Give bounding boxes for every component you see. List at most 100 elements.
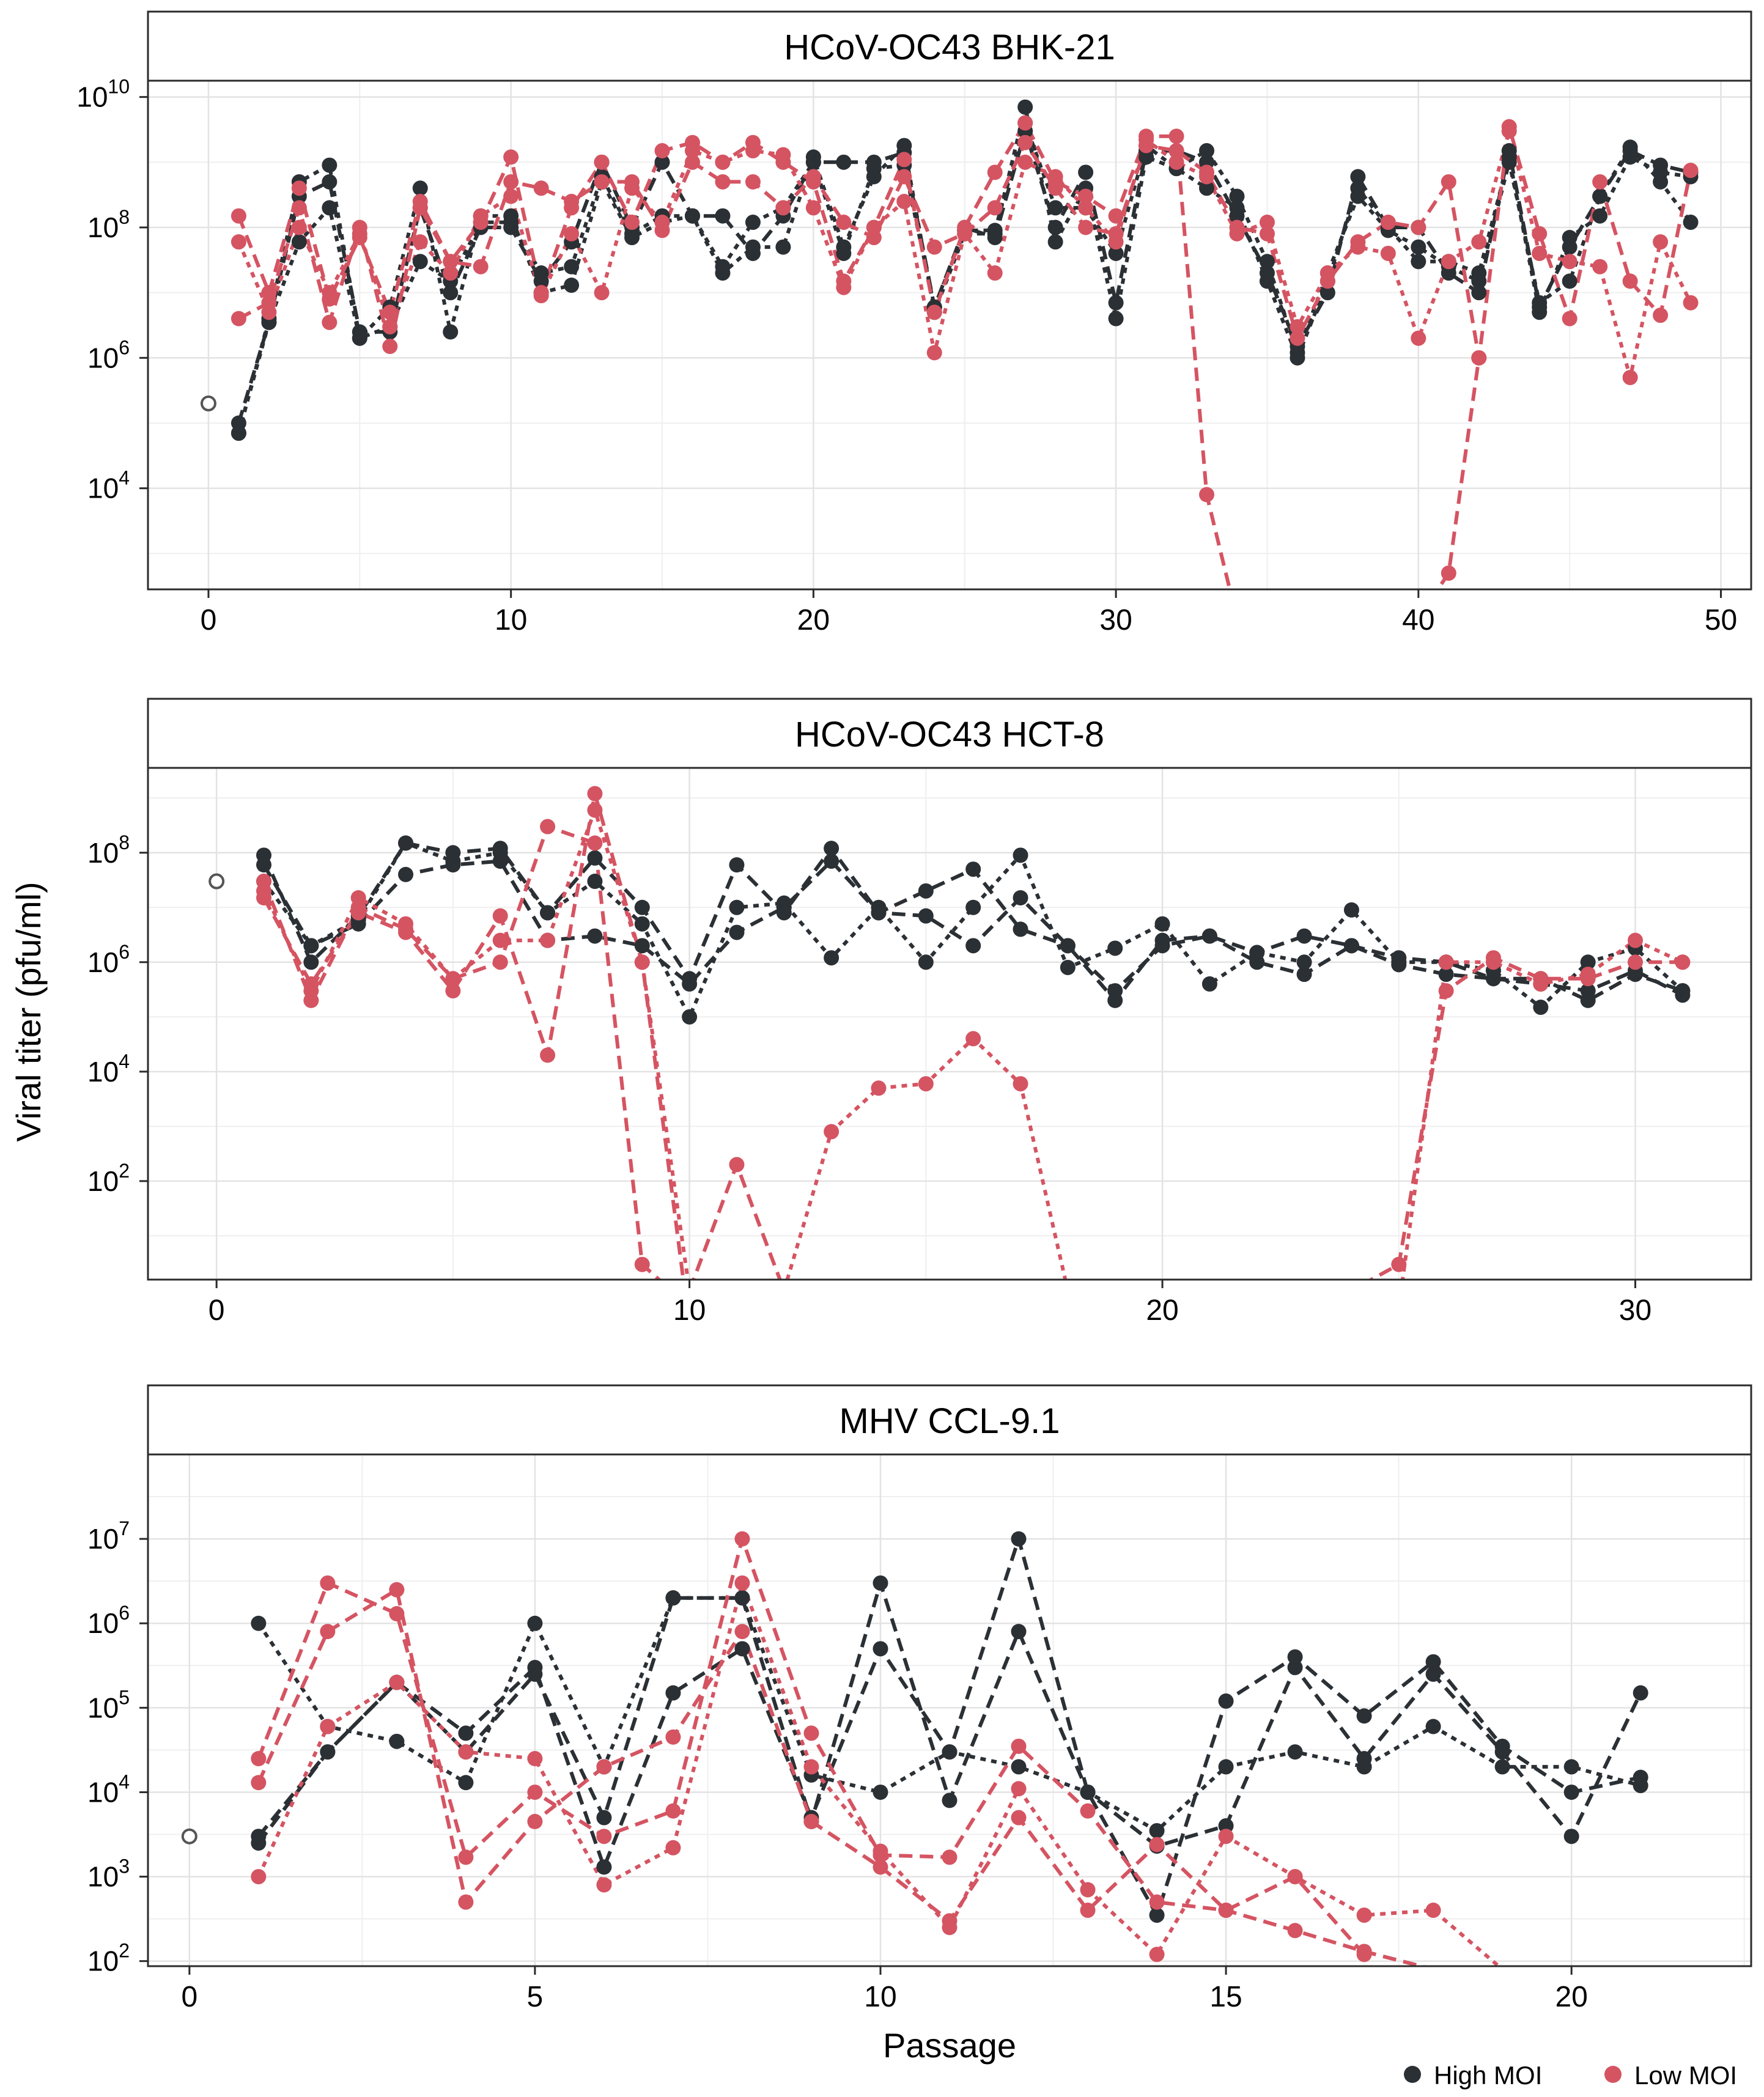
- data-point: [1494, 1744, 1510, 1760]
- data-point: [594, 154, 610, 170]
- data-point: [1149, 1837, 1165, 1852]
- data-point: [1471, 350, 1487, 366]
- legend-marker-low-moi: [1604, 2066, 1622, 2083]
- panel-strip: [147, 1384, 1752, 1456]
- data-point: [1078, 164, 1094, 180]
- data-point: [492, 908, 508, 924]
- data-point: [1287, 1923, 1303, 1939]
- data-point: [1501, 119, 1517, 135]
- data-point: [303, 954, 319, 970]
- data-point: [527, 1813, 543, 1829]
- data-point: [1168, 154, 1184, 170]
- data-point: [805, 200, 821, 216]
- data-point: [836, 154, 852, 170]
- data-point: [320, 1744, 336, 1760]
- data-point: [251, 1615, 267, 1631]
- data-point: [527, 1615, 543, 1631]
- data-point: [1047, 180, 1063, 196]
- data-point: [1411, 239, 1426, 255]
- data-point: [503, 215, 519, 230]
- data-point: [596, 1877, 612, 1893]
- data-point: [540, 905, 556, 921]
- data-point: [1563, 1784, 1579, 1800]
- data-point: [836, 215, 852, 230]
- data-point: [1011, 1738, 1027, 1754]
- data-point: [624, 226, 640, 241]
- data-point: [1078, 200, 1094, 216]
- data-point: [533, 288, 549, 304]
- data-point: [1628, 932, 1644, 948]
- data-point: [873, 1859, 888, 1875]
- data-point: [1356, 1947, 1372, 1962]
- data-point: [587, 874, 603, 890]
- data-point: [596, 1859, 612, 1875]
- data-point: [824, 841, 840, 857]
- data-point: [805, 154, 821, 170]
- data-point: [1441, 565, 1456, 581]
- data-point: [1356, 1708, 1372, 1724]
- data-point: [1532, 226, 1548, 241]
- data-point: [684, 143, 700, 159]
- data-point: [1080, 1903, 1096, 1918]
- data-point: [866, 161, 882, 177]
- data-point: [987, 164, 1003, 180]
- data-point: [587, 786, 603, 802]
- data-point: [492, 932, 508, 948]
- data-point: [873, 1575, 888, 1591]
- grid: [148, 81, 1751, 589]
- data-point: [503, 149, 519, 165]
- data-point: [1017, 99, 1033, 115]
- x-tick-label: 0: [201, 604, 217, 636]
- data-point: [1562, 230, 1578, 246]
- data-point: [987, 223, 1003, 238]
- data-point: [1343, 902, 1359, 918]
- data-point: [1108, 295, 1124, 311]
- data-point: [596, 1810, 612, 1826]
- data-point: [805, 169, 821, 185]
- data-point: [527, 1666, 543, 1682]
- data-point: [803, 1725, 819, 1741]
- data-point: [1356, 1751, 1372, 1767]
- y-tick-label: 106: [87, 336, 130, 374]
- data-point: [873, 1784, 888, 1800]
- data-point: [1356, 1907, 1372, 1923]
- data-point: [1683, 295, 1699, 311]
- data-point: [1562, 311, 1578, 326]
- data-point: [1622, 273, 1638, 289]
- data-point: [320, 1719, 336, 1734]
- data-point: [1138, 138, 1154, 153]
- data-point: [942, 1793, 958, 1808]
- panel-title: HCoV-OC43 BHK-21: [784, 28, 1115, 67]
- data-point: [918, 1076, 934, 1092]
- data-point: [594, 174, 610, 190]
- data-point: [1532, 245, 1548, 261]
- data-point: [987, 265, 1003, 281]
- data-point: [1350, 234, 1366, 250]
- data-point: [1108, 208, 1124, 224]
- data-point: [492, 954, 508, 970]
- data-point: [729, 924, 745, 940]
- data-point: [458, 1894, 474, 1910]
- panel-frame: [147, 767, 1752, 1281]
- data-point: [942, 1849, 958, 1865]
- data-point: [1296, 954, 1312, 970]
- x-tick-label: 40: [1402, 604, 1434, 636]
- data-point: [1011, 1624, 1027, 1640]
- data-point: [443, 254, 459, 270]
- data-point: [596, 1759, 612, 1775]
- legend-label-low-moi: Low MOI: [1634, 2061, 1737, 2090]
- data-point: [564, 259, 580, 275]
- data-point: [320, 1575, 336, 1591]
- data-point: [734, 1590, 750, 1606]
- data-point: [1249, 945, 1265, 960]
- y-tick-label: 104: [87, 467, 130, 504]
- y-tick-label: 106: [87, 1602, 130, 1639]
- data-point: [896, 194, 912, 210]
- panel-strip: [147, 698, 1752, 769]
- data-point: [1060, 959, 1076, 975]
- x-tick-label: 20: [1555, 1981, 1587, 2013]
- y-tick-label: 1010: [76, 76, 130, 113]
- x-tick-label: 15: [1209, 1981, 1242, 2013]
- data-point: [1411, 254, 1426, 270]
